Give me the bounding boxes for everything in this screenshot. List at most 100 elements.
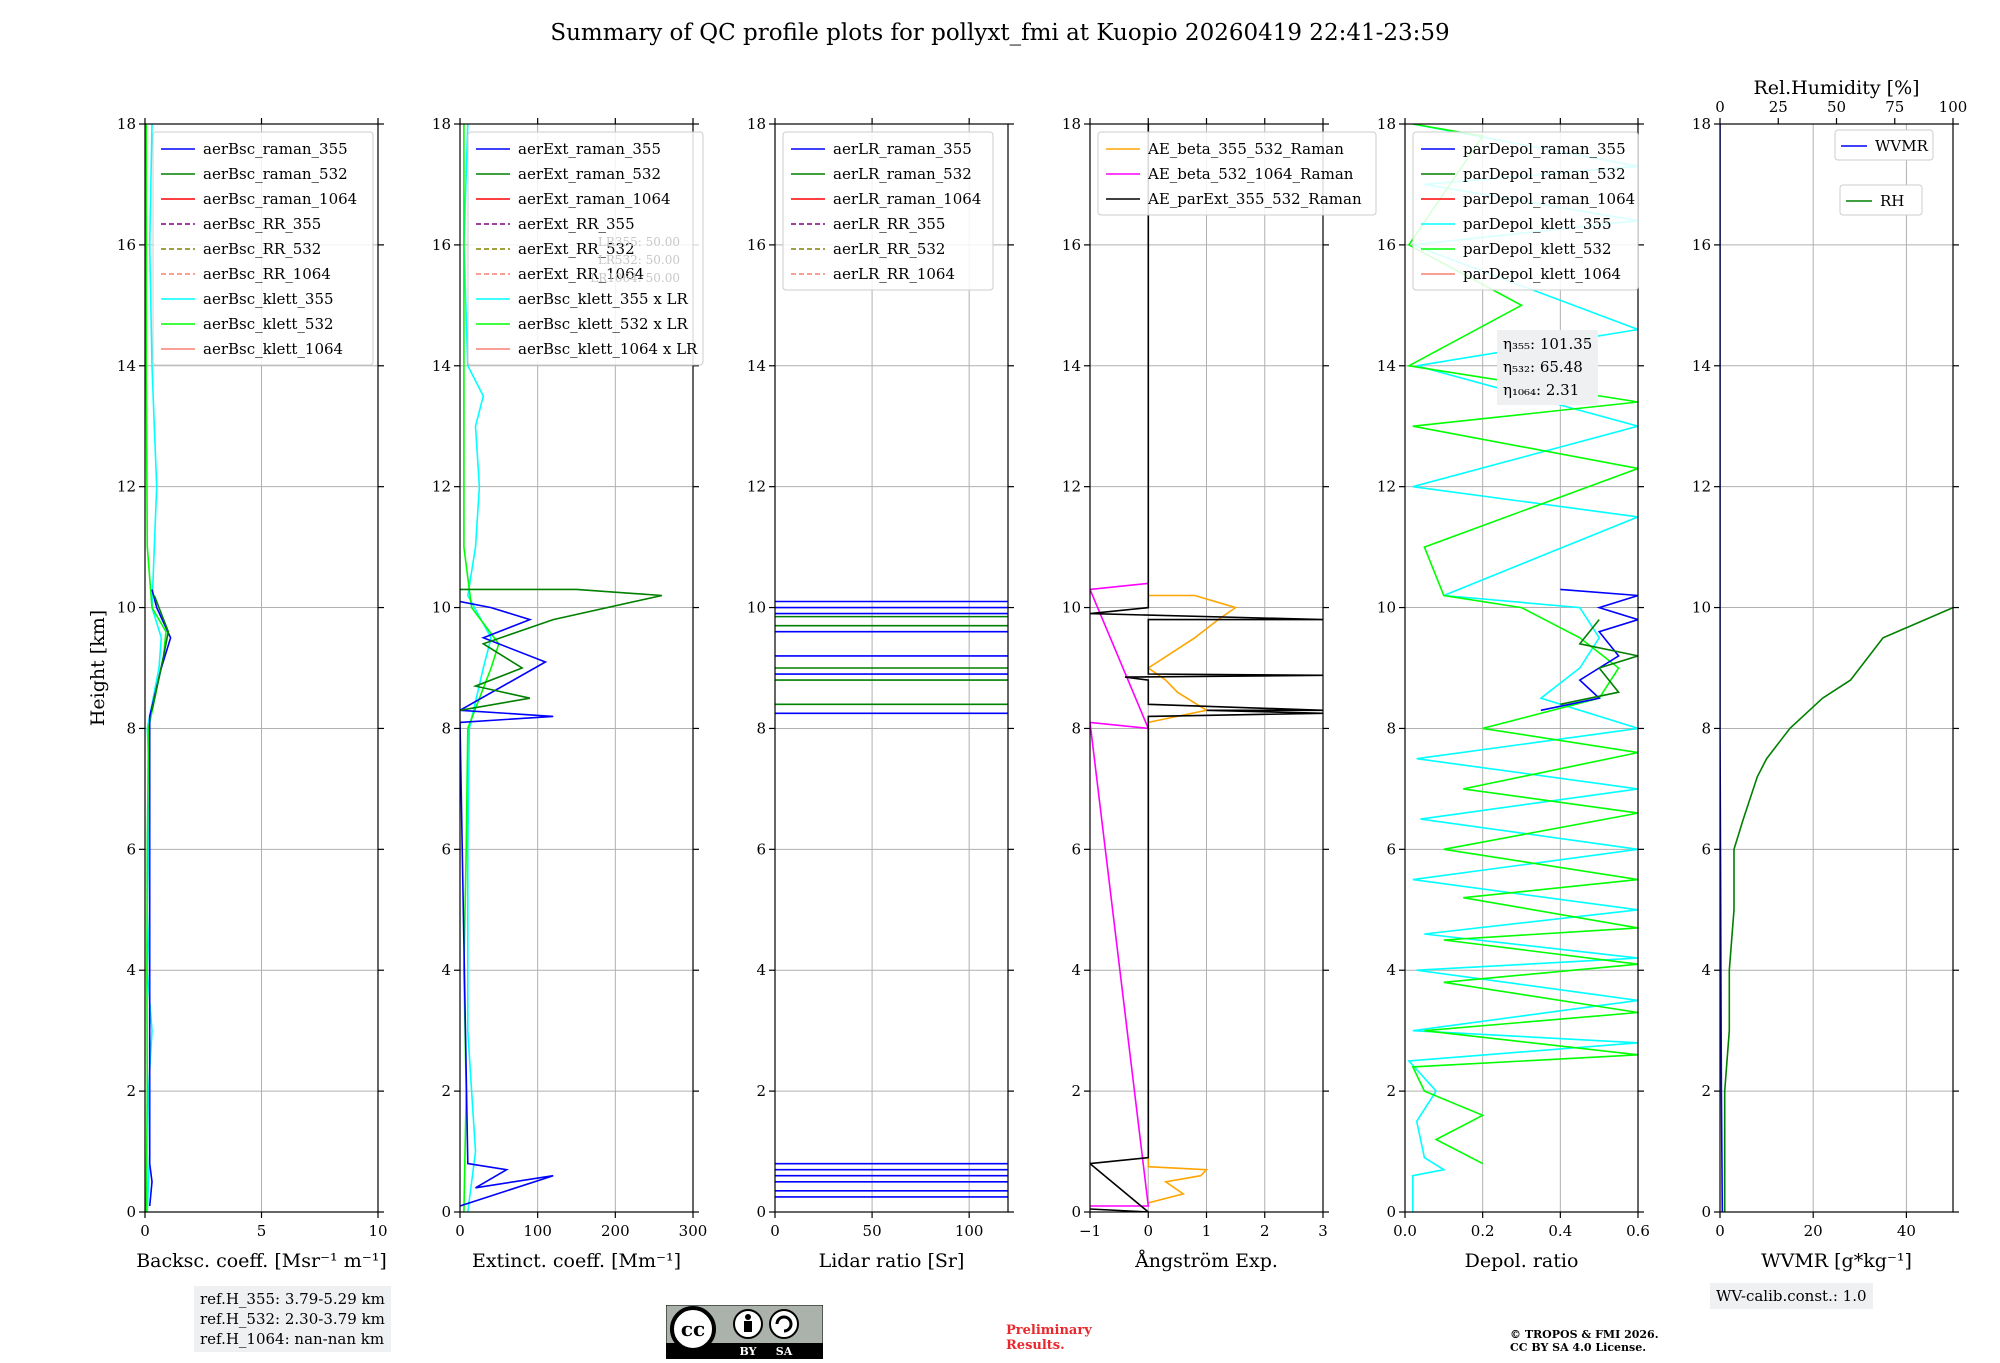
x-tick-label: 0 <box>1143 1222 1153 1240</box>
legend-label: parDepol_klett_355 <box>1463 215 1612 233</box>
legend-label: aerLR_RR_532 <box>833 240 945 258</box>
y-tick-label: 6 <box>1386 840 1396 858</box>
y-tick-label: 12 <box>432 478 451 496</box>
y-tick-label: 18 <box>747 115 766 133</box>
y-tick-label: 0 <box>756 1203 766 1221</box>
y-tick-label: 14 <box>1377 357 1396 375</box>
x-tick-label: 100 <box>523 1222 552 1240</box>
eta-1064: η₁₀₆₄: 2.31 <box>1503 381 1580 399</box>
legend-label: aerExt_raman_355 <box>518 140 661 158</box>
x-axis-label: Extinct. coeff. [Mm⁻¹] <box>472 1250 681 1272</box>
x-tick-label: 200 <box>601 1222 630 1240</box>
x-tick-label: 0 <box>770 1222 780 1240</box>
y-tick-label: 14 <box>117 357 136 375</box>
top-x-tick-label: 0 <box>1715 98 1725 116</box>
y-tick-label: 2 <box>126 1082 136 1100</box>
legend-label: AE_beta_355_532_Raman <box>1147 140 1344 158</box>
y-tick-label: 4 <box>1701 961 1711 979</box>
top-x-tick-label: 100 <box>1939 98 1968 116</box>
legend-label: WVMR <box>1875 137 1929 155</box>
y-tick-label: 0 <box>441 1203 451 1221</box>
axes-frame <box>1404 123 1639 1213</box>
x-tick-label: 0.0 <box>1393 1222 1417 1240</box>
legend-label: aerExt_RR_532 <box>518 240 635 258</box>
y-tick-label: 2 <box>1386 1082 1396 1100</box>
y-tick-label: 16 <box>432 236 451 254</box>
y-tick-label: 10 <box>432 599 451 617</box>
x-tick-label: 3 <box>1318 1222 1328 1240</box>
panel-depol: 0 2 4 6 8 10 12 14 16 18 0.0 0.2 0.4 0.6 Depol. ratio p… <box>1377 115 1650 1272</box>
series-aerBsc_raman_355 <box>148 589 172 1207</box>
copyright-line-1: © TROPOS & FMI 2026. <box>1510 1328 1659 1341</box>
legend-label: aerBsc_RR_355 <box>203 215 321 233</box>
series-aerBsc_klett_355 <box>146 124 163 1212</box>
ref-height-1064: ref.H_1064: nan-nan km <box>200 1330 385 1348</box>
y-tick-label: 0 <box>1701 1203 1711 1221</box>
legend-label: aerBsc_raman_1064 <box>203 190 357 208</box>
y-tick-label: 12 <box>1062 478 1081 496</box>
panel-lr: 0 2 4 6 8 10 12 14 16 18 0 50 100 Lidar ratio [Sr] aer… <box>747 115 1014 1272</box>
legend-label: aerBsc_klett_1064 <box>203 340 343 358</box>
legend-label: aerBsc_raman_355 <box>203 140 348 158</box>
preliminary-line-2: Results. <box>1006 1338 1065 1353</box>
x-tick-label: 0 <box>1715 1222 1725 1240</box>
series-AE_parExt_355_532_Raman <box>1090 124 1323 1212</box>
legend-label: aerBsc_RR_532 <box>203 240 321 258</box>
y-tick-label: 10 <box>1062 599 1081 617</box>
legend-label: parDepol_klett_1064 <box>1463 265 1621 283</box>
wv-calibration-box: WV-calib.const.: 1.0 <box>1710 1283 1873 1309</box>
axes-frame <box>459 123 694 1213</box>
copyright-line-2: CC BY SA 4.0 License. <box>1510 1341 1647 1354</box>
series-RH <box>1723 606 1953 1212</box>
series-parDepol_raman_355 <box>1540 588 1638 712</box>
legend-box <box>1412 131 1639 291</box>
panel-bsc: 0 2 4 6 8 10 12 14 16 18 0 5 10 Backsc. coeff. [Msr⁻¹… <box>87 115 388 1272</box>
y-tick-label: 12 <box>1692 478 1711 496</box>
legend-label: parDepol_klett_532 <box>1463 240 1612 258</box>
legend-label: aerBsc_klett_532 <box>203 315 334 333</box>
ref-height-355: ref.H_355: 3.79-5.29 km <box>200 1290 385 1308</box>
x-tick-label: 100 <box>955 1222 984 1240</box>
data-layer <box>1090 124 1323 1212</box>
series-aerExt_raman_532 <box>460 588 663 712</box>
cc-by-sa-logo: cc BY SA <box>665 1304 824 1360</box>
legend-box <box>467 131 704 366</box>
y-tick-label: 14 <box>747 357 766 375</box>
y-tick-label: 8 <box>441 719 451 737</box>
y-tick-label: 0 <box>1071 1203 1081 1221</box>
legend-label: aerLR_raman_532 <box>833 165 972 183</box>
y-tick-label: 14 <box>1692 357 1711 375</box>
y-tick-label: 8 <box>126 719 136 737</box>
y-tick-label: 18 <box>1062 115 1081 133</box>
preliminary-note: Preliminary Results. <box>1006 1323 1092 1353</box>
x-tick-label: 0 <box>455 1222 465 1240</box>
y-tick-label: 12 <box>747 478 766 496</box>
top-x-axis-label: Rel.Humidity [%] <box>1753 77 1919 99</box>
panel-ext: 0 2 4 6 8 10 12 14 16 18 0 100 200 300 Extinct. coeff.… <box>432 115 707 1272</box>
legend-label: aerBsc_raman_532 <box>203 165 348 183</box>
x-tick-label: 0 <box>140 1222 150 1240</box>
legend-label: RH <box>1880 192 1904 210</box>
y-tick-label: 4 <box>126 961 136 979</box>
legend-box <box>1097 131 1377 216</box>
legend-label: aerExt_raman_532 <box>518 165 661 183</box>
data-layer <box>775 600 1008 1198</box>
y-axis-label: Height [km] <box>87 610 109 726</box>
legend-label: aerExt_raman_1064 <box>518 190 671 208</box>
y-tick-label: 16 <box>1062 236 1081 254</box>
x-tick-label: 2 <box>1260 1222 1270 1240</box>
legend-box <box>1834 129 1934 161</box>
series-parDepol_klett_355 <box>1407 124 1638 1212</box>
y-tick-label: 18 <box>117 115 136 133</box>
top-x-tick-label: 50 <box>1827 98 1846 116</box>
legend-label: aerLR_RR_1064 <box>833 265 955 283</box>
legend-label: parDepol_raman_355 <box>1463 140 1626 158</box>
y-tick-label: 4 <box>1071 961 1081 979</box>
series-aerBsc_raman_532 <box>151 595 170 711</box>
legend-label: aerLR_raman_1064 <box>833 190 981 208</box>
axes-frame <box>1719 123 1954 1213</box>
y-tick-label: 0 <box>1386 1203 1396 1221</box>
y-tick-label: 2 <box>441 1082 451 1100</box>
x-tick-label: 10 <box>368 1222 387 1240</box>
cc-by-text: BY <box>740 1345 757 1358</box>
